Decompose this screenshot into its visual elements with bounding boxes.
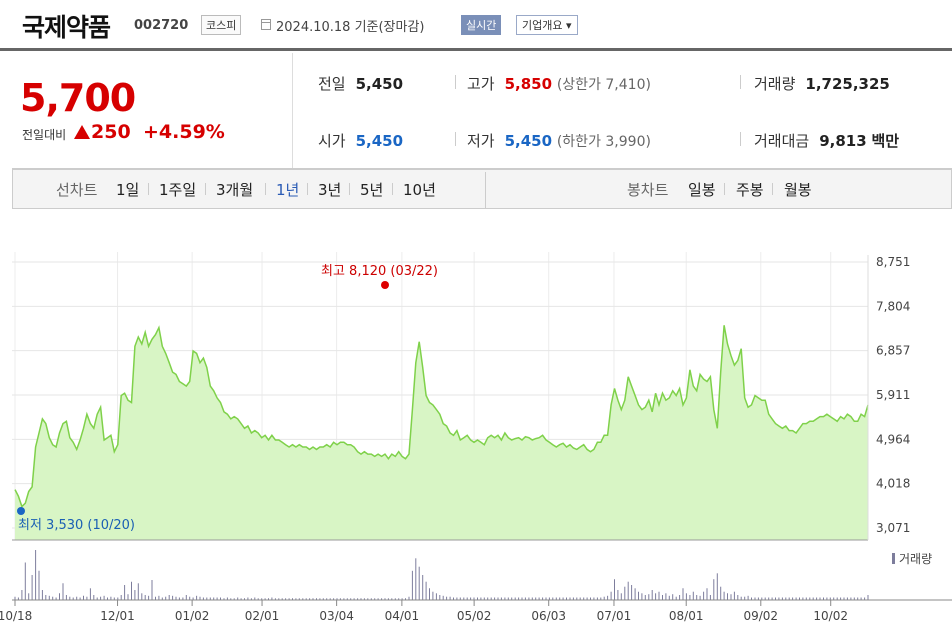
- trade-value-label: 거래대금: [754, 132, 810, 150]
- x-tick-label: 06/03: [531, 609, 566, 623]
- lower-limit: (하한가 3,990): [556, 134, 651, 150]
- divider: [455, 132, 456, 146]
- y-tick-label: 7,804: [876, 299, 910, 313]
- stock-header: 국제약품 002720 코스피 2024.10.18 기준(장마감) 실시간 기…: [0, 0, 952, 51]
- tab-separator: [392, 183, 393, 195]
- x-tick-label: 07/01: [597, 609, 632, 623]
- stat-low: 저가 5,450 (하한가 3,990): [467, 130, 651, 151]
- divider: [455, 75, 456, 89]
- summary-divider: [292, 53, 293, 168]
- volume-bars: [14, 550, 869, 600]
- y-tick-label: 8,751: [876, 255, 910, 269]
- divider: [740, 75, 741, 89]
- y-axis-labels: 8,751 7,804 6,857 5,911 4,964 4,018 3,071: [876, 255, 910, 535]
- change-value-group: 250: [74, 121, 131, 143]
- volume-value: 1,725,325: [805, 75, 890, 93]
- candle-chart-label: 봉차트: [627, 181, 669, 199]
- stat-high: 고가 5,850 (상한가 7,410): [467, 73, 651, 94]
- change-value: 250: [91, 121, 131, 143]
- trade-value: 9,813: [819, 132, 867, 150]
- x-tick-label: 12/01: [100, 609, 135, 623]
- low-value: 5,450: [504, 132, 553, 150]
- upper-limit: (상한가 7,410): [556, 77, 651, 93]
- tab-5y[interactable]: 5년: [360, 181, 384, 199]
- price-chart[interactable]: 8,751 7,804 6,857 5,911 4,964 4,018 3,071 최고 8…: [0, 240, 952, 635]
- x-tick-label: 09/02: [743, 609, 778, 623]
- volume-label: 거래량: [754, 75, 796, 93]
- tab-separator: [265, 183, 266, 195]
- high-marker: [381, 281, 389, 289]
- prev-close-label: 전일: [318, 75, 346, 93]
- x-axis-ticks: 10/18 12/01 01/02 02/01 03/04 04/01 05/02 06/03…: [0, 600, 848, 623]
- x-tick-label: 01/02: [175, 609, 210, 623]
- tab-separator: [349, 183, 350, 195]
- tab-separator: [307, 183, 308, 195]
- change-label: 전일대비: [22, 128, 67, 142]
- tab-3m[interactable]: 3개월: [216, 181, 254, 199]
- low-annotation: 최저 3,530 (10/20): [18, 518, 135, 533]
- stat-trade-value: 거래대금 9,813 백만: [754, 130, 899, 151]
- x-tick-label: 03/04: [319, 609, 354, 623]
- volume-legend-swatch: [892, 553, 895, 564]
- change-percent: +4.59%: [143, 121, 225, 143]
- company-name: 국제약품: [22, 13, 111, 42]
- tab-1d[interactable]: 1일: [116, 181, 140, 199]
- x-tick-label: 10/18: [0, 609, 32, 623]
- x-tick-label: 02/01: [245, 609, 280, 623]
- open-label: 시가: [318, 132, 346, 150]
- up-arrow-icon: [74, 125, 90, 139]
- tab-monthly-candle[interactable]: 월봉: [784, 181, 812, 199]
- stock-code: 002720: [134, 18, 189, 33]
- tab-10y[interactable]: 10년: [403, 181, 436, 199]
- chart-tabs: [12, 169, 952, 209]
- tab-separator: [148, 183, 149, 195]
- high-annotation: 최고 8,120 (03/22): [321, 264, 438, 279]
- trade-value-unit: 백만: [871, 132, 900, 150]
- tab-separator: [205, 183, 206, 195]
- calendar-icon: [261, 19, 271, 30]
- tab-3y[interactable]: 3년: [318, 181, 342, 199]
- stat-prev-close: 전일 5,450: [318, 73, 403, 94]
- x-tick-label: 05/02: [457, 609, 492, 623]
- y-tick-label: 4,018: [876, 477, 910, 491]
- x-tick-label: 08/01: [669, 609, 704, 623]
- stat-open: 시가 5,450: [318, 130, 403, 151]
- price-line: [14, 325, 869, 508]
- high-value: 5,850: [504, 75, 553, 93]
- tabs-divider: [485, 172, 486, 208]
- divider: [740, 132, 741, 146]
- x-tick-label: 04/01: [385, 609, 420, 623]
- tab-1y[interactable]: 1년: [276, 181, 300, 199]
- tab-daily-candle[interactable]: 일봉: [688, 181, 716, 199]
- price-summary: [12, 53, 952, 169]
- y-tick-label: 5,911: [876, 388, 910, 402]
- company-overview-dropdown[interactable]: 기업개요 ▾: [516, 15, 578, 35]
- tab-1w[interactable]: 1주일: [159, 181, 197, 199]
- stat-volume: 거래량 1,725,325: [754, 73, 890, 94]
- y-tick-label: 4,964: [876, 432, 910, 446]
- as-of-date: 2024.10.18 기준(장마감): [276, 20, 425, 35]
- price-area: [15, 325, 868, 540]
- tab-separator: [724, 183, 725, 195]
- volume-legend: 거래량: [899, 552, 932, 566]
- prev-close-value: 5,450: [355, 75, 404, 93]
- low-marker: [17, 507, 25, 515]
- tab-separator: [772, 183, 773, 195]
- open-value: 5,450: [355, 132, 404, 150]
- current-price: 5,700: [20, 76, 136, 120]
- line-chart-label: 선차트: [56, 181, 98, 199]
- x-tick-label: 10/02: [813, 609, 848, 623]
- y-tick-label: 6,857: [876, 344, 910, 358]
- realtime-button[interactable]: 실시간: [461, 15, 502, 35]
- market-badge: 코스피: [201, 15, 242, 35]
- y-tick-label: 3,071: [876, 521, 910, 535]
- tab-weekly-candle[interactable]: 주봉: [736, 181, 764, 199]
- low-label: 저가: [467, 132, 495, 150]
- high-label: 고가: [467, 75, 495, 93]
